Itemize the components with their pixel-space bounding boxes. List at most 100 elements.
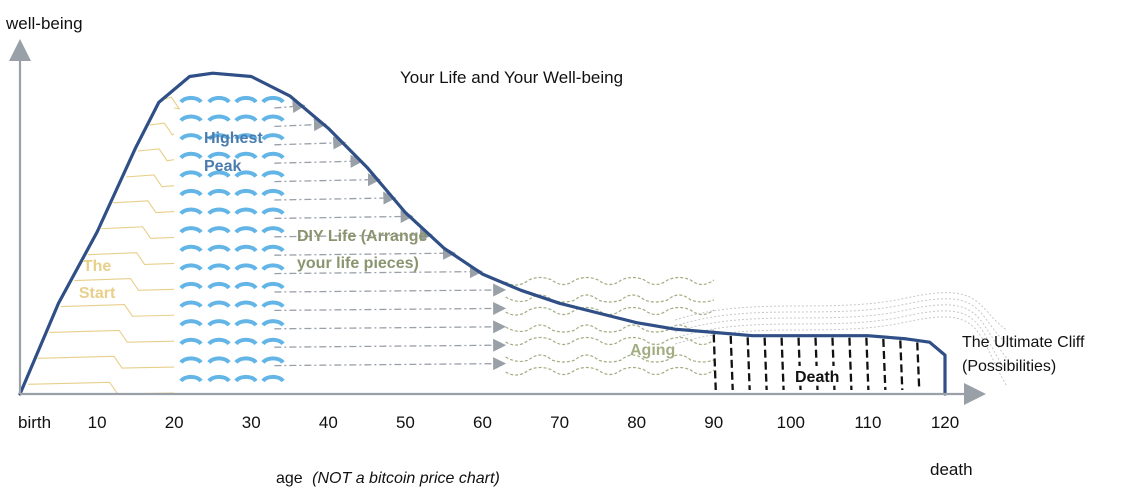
peak-arc — [179, 244, 203, 253]
peak-arc — [179, 263, 203, 271]
peak-arc — [207, 207, 231, 215]
region-label-highest-peak: Highest Peak — [204, 130, 263, 175]
peak-arc — [234, 114, 258, 122]
peak-arc — [207, 151, 231, 160]
peak-arc — [179, 95, 203, 104]
region-label-line: Peak — [204, 158, 241, 175]
chart-title: Your Life and Your Well-being — [400, 68, 623, 87]
peak-arc — [261, 226, 285, 234]
peak-arc — [261, 300, 285, 308]
peak-arc — [234, 337, 258, 346]
death-dash-line — [882, 338, 887, 391]
diy-arrow-line — [274, 100, 306, 114]
peak-arc — [179, 207, 203, 215]
peak-arc — [234, 188, 258, 197]
peak-arc — [261, 337, 285, 346]
text-layer: Your Life and Your Well-being well-being… — [5, 14, 1085, 487]
peak-arc — [207, 337, 231, 346]
annotation-line: The Ultimate Cliff — [962, 334, 1085, 351]
death-label-bg — [792, 366, 844, 385]
peak-arc — [207, 114, 231, 122]
region-label-line: DIY Life (Arrange — [297, 228, 428, 245]
peak-arc — [207, 226, 231, 234]
peak-arc — [234, 244, 258, 253]
death-dash-line — [763, 337, 768, 391]
axes-layer — [9, 39, 986, 405]
x-tick-label: 50 — [396, 413, 415, 432]
peak-arc — [179, 170, 203, 178]
peak-arc — [261, 114, 285, 122]
x-tick-label: 110 — [854, 413, 881, 432]
peak-arc — [234, 170, 258, 178]
region-label-line: Highest — [204, 130, 263, 147]
region-diy-life — [274, 100, 507, 371]
peak-arc — [179, 188, 203, 197]
peak-arc — [234, 133, 258, 141]
peak-arc — [261, 263, 285, 271]
start-stair-line — [37, 355, 175, 369]
peak-arc — [234, 263, 258, 271]
x-tick-label: 70 — [550, 413, 569, 432]
peak-arc — [207, 356, 231, 364]
start-stair-line — [60, 303, 175, 317]
x-tick-label: 30 — [242, 413, 261, 432]
start-stair-line — [137, 148, 175, 162]
region-label-line: Death — [795, 369, 839, 386]
region-death — [712, 334, 921, 391]
peak-arc — [179, 356, 203, 364]
peak-arc — [234, 319, 258, 327]
peak-arc — [261, 188, 285, 197]
region-aging — [505, 276, 715, 376]
peak-arc — [207, 244, 231, 253]
death-dash-line — [865, 337, 870, 391]
aging-wave-line — [505, 276, 715, 286]
possibility-line — [675, 298, 1008, 345]
diy-arrow-line — [274, 118, 327, 132]
region-label-diy-life: DIY Life (Arrange your life pieces) — [297, 228, 428, 272]
peak-arc — [207, 133, 231, 141]
start-stair-line — [87, 252, 175, 265]
diy-arrow-line — [274, 246, 457, 260]
start-stair-line — [149, 122, 175, 136]
diy-arrow-line — [274, 265, 483, 279]
peak-arc — [261, 151, 285, 160]
start-stair-line — [164, 96, 181, 110]
peak-arc — [207, 263, 231, 271]
peak-arc — [179, 300, 203, 308]
peak-arc — [234, 374, 258, 383]
peak-arc — [207, 374, 231, 383]
peak-arc — [261, 374, 285, 383]
peak-arc — [179, 151, 203, 160]
peak-arc — [207, 170, 231, 178]
curve-layer — [18, 71, 947, 396]
peak-arc — [179, 374, 203, 383]
region-label-death: Death — [795, 369, 839, 386]
annotation-ultimate-cliff: The Ultimate Cliff (Possibilities) — [962, 334, 1085, 375]
regions-layer — [28, 95, 1008, 395]
region-label-aging: Aging — [630, 342, 675, 359]
peak-arc — [179, 281, 203, 290]
peak-arc — [261, 244, 285, 253]
start-stair-line — [49, 329, 175, 343]
peak-arc — [207, 281, 231, 290]
peak-arc — [261, 207, 285, 215]
peak-arc — [179, 133, 203, 141]
peak-arc — [234, 226, 258, 234]
peak-arc — [261, 170, 285, 178]
x-tick-label: 80 — [627, 413, 646, 432]
region-label-line: Start — [79, 285, 116, 302]
peak-arc — [179, 337, 203, 346]
x-tick-label: 10 — [88, 413, 107, 432]
diy-arrow-line — [274, 136, 347, 150]
start-stair-line — [126, 174, 175, 188]
diy-arrow-line — [274, 173, 381, 187]
x-axis-label-main: age — [276, 470, 303, 487]
diy-arrow-line — [274, 320, 507, 334]
x-tick-label: 60 — [473, 413, 492, 432]
start-stair-line — [112, 200, 175, 214]
death-dash-line — [899, 340, 904, 391]
diy-arrow-line — [274, 228, 433, 242]
peak-arc — [207, 319, 231, 327]
diy-arrow-line — [274, 283, 507, 297]
x-axis-label-note: (NOT a bitcoin price chart) — [312, 470, 500, 487]
